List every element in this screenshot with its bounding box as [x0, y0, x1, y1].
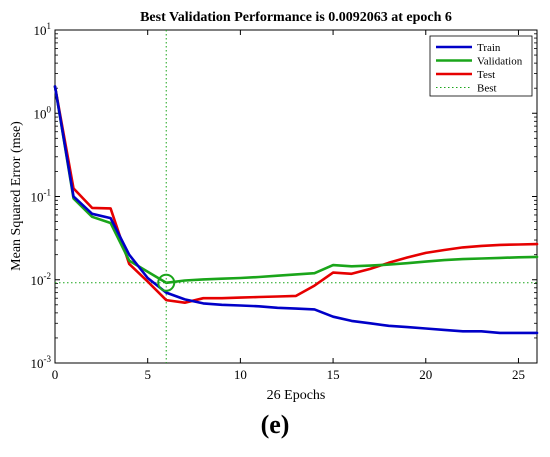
- series-layer: [53, 85, 539, 335]
- x-tick-label: 5: [144, 367, 151, 382]
- y-tick-label: 10-1: [31, 188, 52, 205]
- x-tick-label: 25: [512, 367, 525, 382]
- y-tick-label: 101: [34, 21, 52, 38]
- legend-label-test: Test: [477, 69, 495, 81]
- best-point-marker: [157, 273, 176, 292]
- x-tick-label: 15: [327, 367, 340, 382]
- legend-label-best: Best: [477, 83, 497, 95]
- best-markers: [55, 30, 537, 363]
- y-tick-label: 10-2: [31, 271, 52, 288]
- series-line-train: [53, 85, 539, 335]
- panel-label: (e): [260, 410, 290, 439]
- y-axis-ticks: 10-3 10-2 10-1 100 101: [31, 21, 537, 371]
- x-axis-ticks: 0 5 10 15 20 25: [52, 30, 525, 382]
- y-axis-label: Mean Squared Error (mse): [9, 121, 24, 271]
- y-tick-label: 10-3: [31, 354, 52, 371]
- x-tick-label: 10: [234, 367, 247, 382]
- x-tick-label: 20: [419, 367, 432, 382]
- x-axis-label: 26 Epochs: [267, 388, 326, 403]
- legend-label-validation: Validation: [477, 56, 523, 68]
- y-tick-label: 100: [34, 104, 52, 121]
- legend-label-train: Train: [477, 42, 501, 54]
- chart-title: Best Validation Performance is 0.0092063…: [140, 10, 452, 25]
- series-line-test: [53, 85, 539, 305]
- x-tick-label: 0: [52, 367, 59, 382]
